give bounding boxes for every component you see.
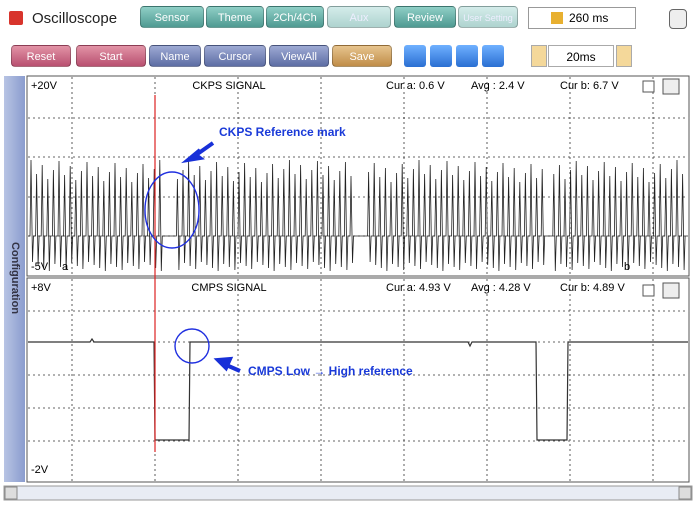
arrow <box>181 141 215 164</box>
cmps-waveform <box>28 337 688 441</box>
y-max: +8V <box>31 282 52 294</box>
scroll-right[interactable] <box>678 486 692 500</box>
checkbox[interactable] <box>642 284 655 297</box>
timebase-down[interactable] <box>531 45 547 67</box>
nav-next[interactable] <box>456 45 478 67</box>
button[interactable]: ViewAll <box>269 45 329 67</box>
cursor-a-value: Cur a: 4.93 V <box>386 282 451 294</box>
y-min: -2V <box>31 464 49 476</box>
cursor-b-label: b <box>624 261 630 273</box>
timebase-up[interactable] <box>616 45 632 67</box>
expand-button[interactable] <box>662 78 680 95</box>
channel-title: CMPS SIGNAL <box>191 282 266 294</box>
tab: Aux <box>327 6 391 28</box>
arrow <box>213 356 241 373</box>
channel-2-panel <box>26 277 690 483</box>
menu-icon[interactable] <box>9 11 23 25</box>
average-value: Avg : 4.28 V <box>471 282 531 294</box>
sidebar[interactable] <box>4 76 25 482</box>
tab: User Setting <box>458 6 518 28</box>
app-title: Oscilloscope <box>32 10 118 27</box>
time-value: 260 ms <box>569 11 609 25</box>
annotation: CMPS Low → High reference <box>248 364 413 378</box>
tab[interactable]: Sensor <box>140 6 204 28</box>
cursor-b-value: Cur b: 4.89 V <box>560 282 625 294</box>
button[interactable]: Reset <box>11 45 71 67</box>
button[interactable]: Save <box>332 45 392 67</box>
time-box: 260 ms <box>528 7 636 29</box>
nav-last[interactable] <box>482 45 504 67</box>
average-value: Avg : 2.4 V <box>471 80 525 92</box>
scrollbar[interactable] <box>3 485 693 501</box>
highlight-ellipse <box>144 171 200 249</box>
nav-prev[interactable] <box>430 45 452 67</box>
button[interactable]: Name <box>149 45 201 67</box>
button[interactable]: Start <box>76 45 146 67</box>
tab[interactable]: 2Ch/4Ch <box>266 6 324 28</box>
tab[interactable]: Review <box>394 6 456 28</box>
tab[interactable]: Theme <box>206 6 264 28</box>
cursor-b-value: Cur b: 6.7 V <box>560 80 619 92</box>
checkbox[interactable] <box>642 80 655 93</box>
annotation: CKPS Reference mark <box>219 125 346 139</box>
ckps-waveform <box>28 159 688 272</box>
timebase: 20ms <box>548 45 614 67</box>
expand-button[interactable] <box>662 282 680 299</box>
time-icon <box>551 12 563 24</box>
highlight-circle <box>174 328 210 364</box>
y-max: +20V <box>31 80 58 92</box>
channel-title: CKPS SIGNAL <box>192 80 265 92</box>
nav-first[interactable] <box>404 45 426 67</box>
cursor-a-label: a <box>62 261 69 273</box>
button[interactable]: Cursor <box>204 45 266 67</box>
settings-icon[interactable] <box>669 9 687 29</box>
y-min: -5V <box>31 261 49 273</box>
cursor-a-value: Cur a: 0.6 V <box>386 80 445 92</box>
scroll-left[interactable] <box>4 486 18 500</box>
